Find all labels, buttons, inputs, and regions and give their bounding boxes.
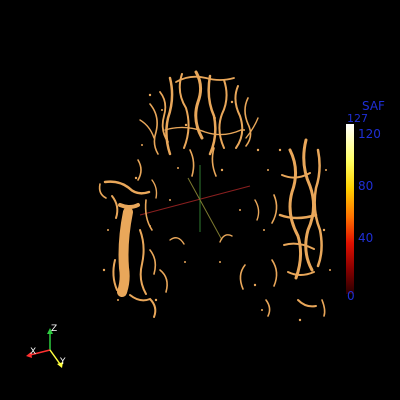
axis-label-y: Y [60, 357, 66, 367]
colorbar-tick-120: 120 [358, 127, 381, 141]
colorbar-tick-40: 40 [358, 231, 374, 245]
orientation-axes [26, 328, 63, 368]
colorbar-tick-0: 0 [347, 289, 355, 303]
colorbar-tick-80: 80 [358, 179, 374, 193]
z-arrow-icon [47, 328, 53, 334]
orientation-axis-y [49, 349, 61, 365]
colorbar-title: SAF [362, 99, 385, 113]
scalar-colorbar [346, 124, 354, 294]
colorbar-max-label: 127 [347, 112, 368, 125]
axis-label-x: X [30, 347, 37, 357]
axis-label-z: Z [51, 324, 58, 334]
center-axis-y [187, 177, 223, 241]
vessel-speckles [102, 93, 331, 322]
center-axis-x [139, 185, 251, 216]
y-arrow-icon [57, 362, 63, 368]
x-arrow-icon [26, 352, 32, 358]
orientation-axis-x [29, 349, 51, 356]
vessel-network [98, 70, 326, 318]
